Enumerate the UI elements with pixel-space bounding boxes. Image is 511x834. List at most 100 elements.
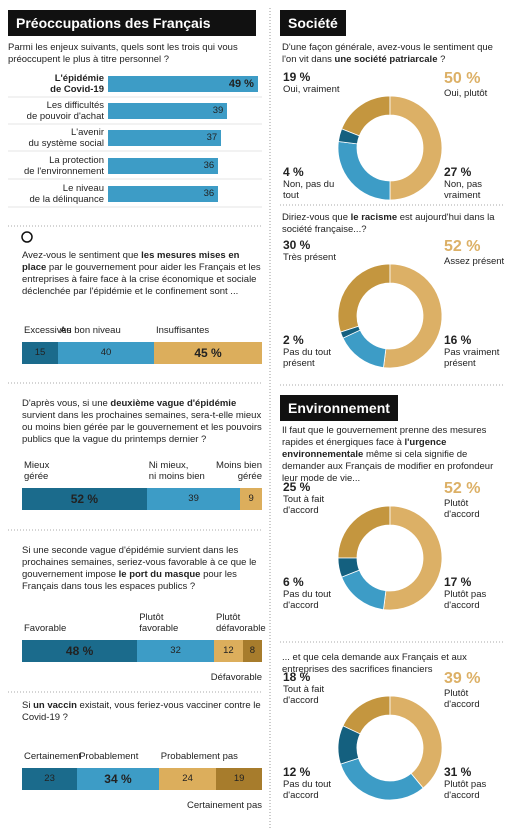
question-text: le port du masque	[118, 569, 201, 580]
donut-slice	[337, 128, 360, 145]
bar	[108, 158, 219, 174]
value-label: 39	[188, 493, 199, 504]
question-text: Si	[22, 700, 34, 711]
section-title: Environnement	[280, 395, 398, 421]
value-label: 37	[206, 132, 218, 143]
question-text: survient dans les prochaines semaines, s…	[22, 410, 262, 445]
value-label: 17 %	[444, 575, 472, 589]
value-label: 12	[223, 645, 234, 656]
donut-slice	[389, 695, 443, 789]
question: ... et que cela demande aux Français et …	[282, 652, 504, 676]
category-label: L'épidémie de Covid-19	[50, 73, 104, 95]
donut-slice	[341, 95, 391, 137]
category-label: Au bon niveau	[60, 325, 121, 336]
bar-segment	[137, 640, 214, 662]
category-label: Plutôt pas d'accord	[444, 589, 487, 611]
donut-slice	[383, 263, 443, 369]
bar-segment	[154, 342, 262, 364]
question-text: même si cela signifie de demander aux Fr…	[282, 449, 494, 484]
question-text: le racisme	[350, 212, 398, 223]
category-label: Non, pas du tout	[283, 179, 335, 201]
question-text: Si une seconde vague d'épidémie survient…	[22, 545, 257, 580]
question: Parmi les enjeux suivants, quels sont le…	[8, 42, 258, 66]
value-label: 39	[212, 105, 224, 116]
value-label: 25 %	[283, 480, 311, 494]
category-label: Pas du tout présent	[283, 347, 332, 369]
bar-segment	[22, 640, 138, 662]
bar-segment	[22, 488, 147, 510]
value-label: 9	[248, 493, 254, 504]
category-label: Tout à fait d'accord	[283, 494, 325, 516]
value-label: 6 %	[283, 575, 304, 589]
value-label: 8	[249, 645, 256, 656]
bar-segment	[22, 342, 58, 364]
category-label: Plutôt d'accord	[444, 498, 480, 520]
value-label: 39 %	[444, 670, 481, 687]
question-text: une société patriarcale	[334, 54, 438, 65]
category-label: Plutôt pas d'accord	[444, 779, 487, 801]
value-label: 50 %	[444, 70, 481, 87]
value-label: 52 %	[444, 480, 481, 497]
question-text: l'urgence environnementale	[282, 437, 447, 460]
category-label: Plutôt défavorable	[216, 612, 266, 634]
category-label: L'avenir du système social	[28, 127, 104, 149]
category-label: Probablement pas	[160, 751, 238, 762]
donut-slice	[337, 263, 391, 333]
bar-segment	[216, 768, 262, 790]
question-text: Diriez-vous que	[282, 212, 351, 223]
category-label: La protection de l'environnement	[24, 155, 104, 177]
category-label: Assez présent	[444, 256, 505, 267]
value-label: 2 %	[283, 333, 304, 347]
section-title: Société	[280, 10, 346, 36]
category-label: Plutôt d'accord	[444, 688, 480, 710]
value-label: 36	[203, 188, 215, 199]
question-text: D'après vous, si une	[22, 398, 111, 409]
value-label: 4 %	[283, 165, 304, 179]
bar-segment	[22, 768, 78, 790]
question-text: D'une façon générale, avez-vous le senti…	[282, 42, 493, 65]
value-label: 23	[44, 773, 55, 784]
bar-segment	[146, 488, 241, 510]
value-label: 16 %	[444, 333, 472, 347]
donut-slice	[383, 505, 443, 611]
value-label: 52 %	[444, 238, 481, 255]
bar	[108, 103, 228, 119]
question: Il faut que le gouvernement prenne des m…	[282, 425, 504, 485]
question-text: par le gouvernement pour aider les Franç…	[22, 262, 261, 297]
question: Si un vaccin existait, vous feriez-vous …	[22, 700, 264, 724]
question-text: ?	[437, 54, 446, 65]
category-label: Probablement	[79, 751, 139, 762]
donut-slice	[342, 329, 387, 369]
category-label: Insuffisantes	[156, 325, 210, 336]
bar-segment	[77, 768, 159, 790]
category-label: Favorable	[24, 623, 67, 634]
category-label: Les difficultés de pouvoir d'achat	[26, 100, 104, 122]
value-label: 40	[100, 347, 112, 358]
question-text: Avez-vous le sentiment que	[22, 250, 142, 261]
question: Avez-vous le sentiment que les mesures m…	[22, 250, 264, 298]
value-label: 45 %	[194, 346, 222, 360]
bar-segment	[158, 768, 217, 790]
bar-segment	[58, 342, 154, 364]
value-label: 30 %	[283, 238, 311, 252]
category-label: Très présent	[283, 252, 336, 263]
category-label: Pas du tout d'accord	[283, 779, 332, 801]
value-label: 52 %	[70, 492, 99, 506]
category-label: Excessives	[24, 325, 72, 336]
value-label: 34 %	[104, 772, 132, 786]
question-text: les mesures mises en place	[22, 250, 240, 273]
category-label: Tout à fait d'accord	[283, 684, 325, 706]
bar	[108, 76, 258, 92]
category-label: Non, pas vraiment	[444, 179, 483, 201]
category-label: Défavorable	[210, 672, 262, 683]
category-label: Mieux gérée	[24, 460, 50, 482]
donut-slice	[340, 757, 424, 801]
category-label: Moins bien gérée	[216, 460, 262, 482]
value-label: 31 %	[444, 765, 472, 779]
category-label: Pas vraiment présent	[444, 347, 500, 369]
category-label: Certainement	[24, 751, 82, 762]
value-label: 24	[182, 773, 193, 784]
bar-segment	[214, 640, 243, 662]
